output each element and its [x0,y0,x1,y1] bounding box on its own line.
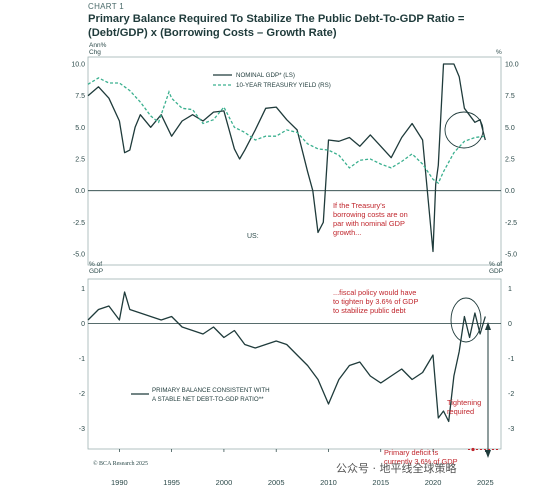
top-y-tick-right: 2.5 [505,157,515,164]
legend-primary-balance-label-line-1: PRIMARY BALANCE CONSISTENT WITH [152,387,270,394]
x-tick-label: 2010 [320,478,337,487]
tightening-annotation-line-1: Tightening [447,398,481,407]
x-tick-label: 2015 [372,478,389,487]
fiscal-annotation-line-3: to stabilize public debt [333,306,406,315]
top-annotation-line-4: growth... [333,228,361,237]
bca-credit: © BCA Research 2025 [93,460,148,467]
bottom-panel: 1 0 -1 -2 -3 1 0 -1 -2 -3 1990 1995 2000 2005 2010 20… [79,261,515,487]
top-y-tick-left: 5.0 [75,125,85,132]
top-y-tick-left: -2.5 [73,220,85,227]
bottom-y-tick-left: -2 [79,391,85,398]
bottom-y-tick-left: 0 [81,321,85,328]
top-y-tick-right: 0.0 [505,188,515,195]
bottom-left-unit-line-2: GDP [89,268,103,275]
top-y-tick-left: -5.0 [73,252,85,259]
top-highlight-circle [444,111,484,149]
wechat-watermark: 公众号 · 地平线全球策略 [336,461,457,475]
top-y-tick-right: -2.5 [505,220,517,227]
bottom-y-axis-left: 1 0 -1 -2 -3 [79,286,85,433]
top-right-unit: % [496,49,502,56]
bottom-y-tick-right: -3 [508,426,514,433]
top-y-tick-right: 10.0 [505,62,519,69]
chart-title: Primary Balance Required To Stabilize Th… [88,12,528,40]
tightening-arrow-head-down [485,450,491,458]
legend-primary-balance-label-line-2: A STABLE NET DEBT-TO-GDP RATIO** [152,396,264,403]
top-annotation-line-3: par with nominal GDP [333,219,405,228]
bottom-y-tick-left: -3 [79,426,85,433]
fiscal-annotation-line-2: to tighten by 3.6% of GDP [333,297,419,306]
bottom-y-tick-right: -2 [508,391,514,398]
top-y-tick-right: -5.0 [505,252,517,259]
top-y-tick-left: 7.5 [75,93,85,100]
top-y-tick-left: 10.0 [71,62,85,69]
bottom-y-tick-right: -1 [508,356,514,363]
fiscal-annotation-line-1: ...fiscal policy would have [333,288,416,297]
legend-treasury-yield-label: 10-YEAR TREASURY YIELD (RS) [236,82,331,89]
top-y-axis-left: 10.0 7.5 5.0 2.5 0.0 -2.5 -5.0 [71,62,85,259]
primary-balance-line [87,291,486,423]
top-panel-frame [87,56,502,266]
top-y-tick-left: 2.5 [75,157,85,164]
bottom-right-unit-line-2: GDP [489,268,503,275]
deficit-annotation-line-2: currently 3.6% of GDP [384,457,458,466]
bottom-panel-frame [87,278,502,450]
bottom-right-unit-line-1: % of [489,261,502,268]
x-tick-label: 2000 [216,478,233,487]
top-panel: 10.0 7.5 5.0 2.5 0.0 -2.5 -5.0 10.0 7.5 5.0 2.5 0.… [71,42,519,266]
bottom-y-tick-left: -1 [79,356,85,363]
chart-number-label: CHART 1 [88,2,125,11]
top-y-tick-right: 7.5 [505,93,515,100]
nominal-gdp-line [87,63,486,253]
bottom-y-axis-right: 1 0 -1 -2 -3 [508,286,514,433]
tightening-annotation-line-2: required [447,407,474,416]
bottom-highlight-circle [450,297,482,343]
bottom-y-tick-right: 0 [508,321,512,328]
bottom-y-tick-right: 1 [508,286,512,293]
x-tick-label: 2020 [425,478,442,487]
x-tick-label: 2005 [268,478,285,487]
x-tick-label: 1995 [163,478,180,487]
deficit-annotation-line-1: Primary deficit is [384,448,439,457]
top-y-tick-left: 0.0 [75,188,85,195]
legend-nominal-gdp-label: NOMINAL GDP* (LS) [236,72,295,79]
region-label: US: [247,233,259,240]
top-left-unit-line-1: Ann% [89,42,107,49]
top-annotation-line-2: borrowing costs are on [333,210,408,219]
x-tick-label: 2025 [477,478,494,487]
bottom-left-unit-line-1: % of [89,261,102,268]
chart-title-line-1: Primary Balance Required To Stabilize Th… [88,13,465,25]
top-left-unit-line-2: Chg [89,49,101,56]
tightening-arrow-head-up [485,322,491,330]
top-y-axis-right: 10.0 7.5 5.0 2.5 0.0 -2.5 -5.0 [505,62,519,259]
current-deficit-marker [471,447,475,452]
x-tick-label: 1990 [111,478,128,487]
top-y-tick-right: 5.0 [505,125,515,132]
bottom-y-tick-left: 1 [81,286,85,293]
x-axis: 1990 1995 2000 2005 2010 2015 2020 2025 [111,449,494,487]
top-annotation-line-1: If the Treasury's [333,201,386,210]
treasury-yield-line [87,77,486,185]
chart-title-line-2: (Debt/GDP) x (Borrowing Costs – Growth R… [88,27,337,39]
